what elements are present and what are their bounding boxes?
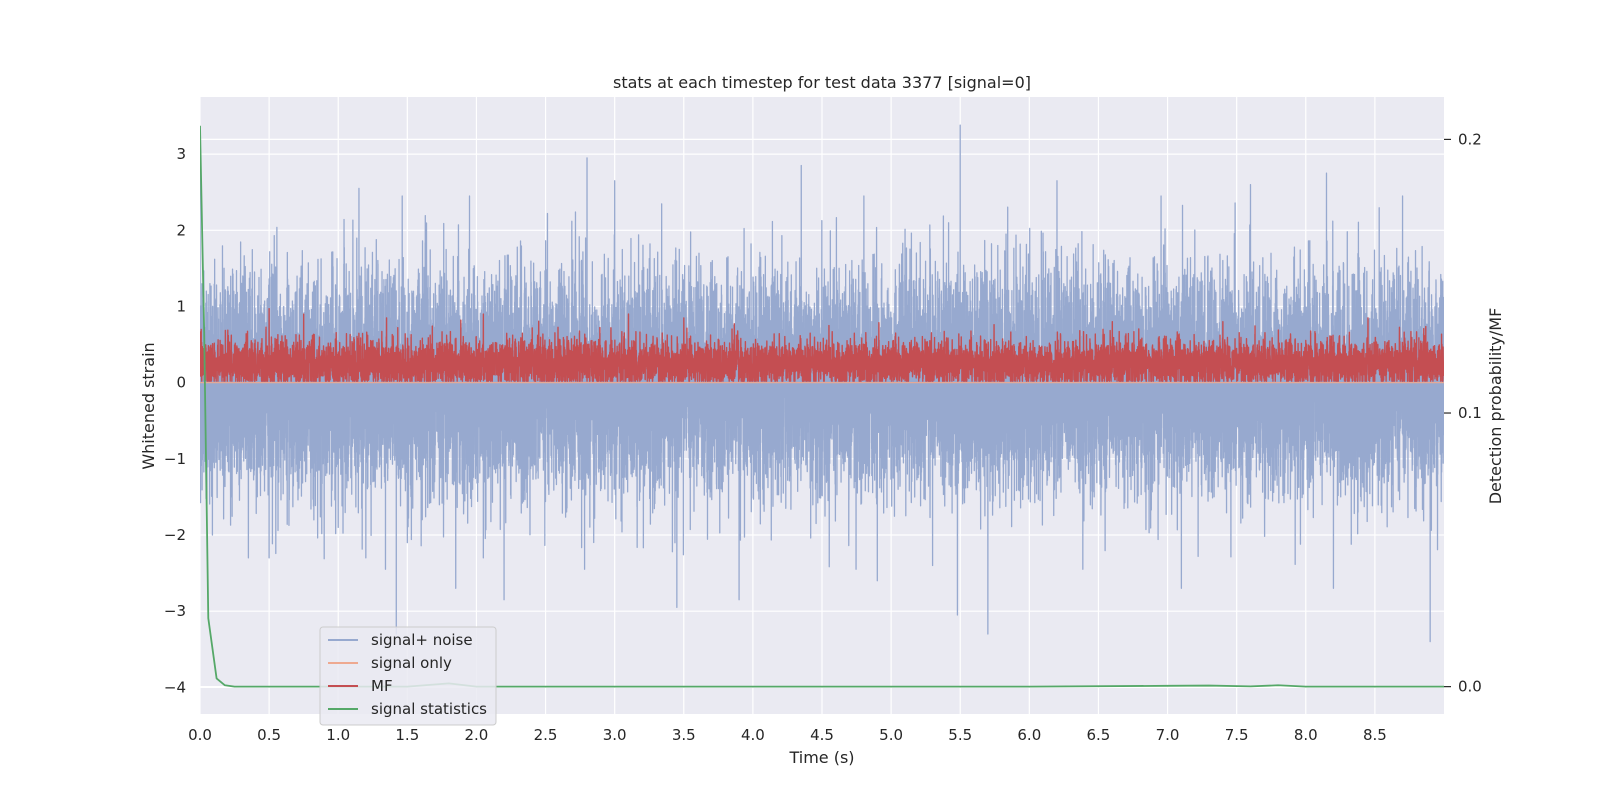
x-tick-label: 0.5 [257, 726, 281, 744]
y-tick-label: 2 [176, 221, 186, 239]
x-tick-label: 3.5 [672, 726, 696, 744]
x-axis-label: Time (s) [788, 748, 854, 767]
x-tick-label: 2.0 [465, 726, 489, 744]
series-mf-line [200, 308, 1444, 382]
x-tick-label: 8.0 [1294, 726, 1318, 744]
x-tick-label: 2.5 [534, 726, 558, 744]
legend-label-signal-only: signal only [371, 654, 452, 672]
series-signal-noise-line [200, 124, 1444, 643]
legend-label-mf: MF [371, 677, 393, 695]
x-tick-label: 3.0 [603, 726, 627, 744]
legend: signal+ noise signal only MF signal stat… [319, 626, 497, 726]
x-tick-label: 4.0 [741, 726, 765, 744]
x-tick-label: 5.5 [948, 726, 972, 744]
legend-label-signal-noise: signal+ noise [371, 631, 473, 649]
y-tick-label: −1 [164, 450, 186, 468]
legend-box [319, 626, 497, 726]
legend-label-signal-statistics: signal statistics [371, 700, 487, 718]
x-tick-label: 8.5 [1363, 726, 1387, 744]
y-tick-label: 0 [176, 374, 186, 392]
y-right-tick-label: 0.0 [1458, 678, 1482, 696]
x-tick-label: 0.0 [188, 726, 212, 744]
x-tick-label: 7.5 [1225, 726, 1249, 744]
y-right-axis-label: Detection probability/MF [1486, 308, 1505, 505]
x-tick-labels: 0.0 0.5 1.0 1.5 2.0 2.5 3.0 3.5 4.0 4.5 5.0 5.5 6.0 6… [188, 726, 1387, 744]
y-axis-label: Whitened strain [139, 342, 158, 469]
chart-title: stats at each timestep for test data 337… [613, 73, 1031, 92]
x-tick-label: 5.0 [879, 726, 903, 744]
x-tick-label: 1.5 [395, 726, 419, 744]
x-tick-label: 6.0 [1017, 726, 1041, 744]
x-tick-label: 7.0 [1156, 726, 1180, 744]
y-tick-label: 3 [176, 145, 186, 163]
y-right-tick-labels: 0.0 0.1 0.2 [1444, 130, 1482, 696]
y-right-tick-label: 0.2 [1458, 130, 1482, 148]
y-right-tick-label: 0.1 [1458, 404, 1482, 422]
y-tick-label: −4 [164, 678, 186, 696]
y-tick-labels: −4 −3 −2 −1 0 1 2 3 [164, 145, 186, 696]
y-tick-label: 1 [176, 297, 186, 315]
x-tick-label: 1.0 [326, 726, 350, 744]
x-tick-label: 4.5 [810, 726, 834, 744]
x-tick-label: 6.5 [1087, 726, 1111, 744]
y-tick-label: −2 [164, 526, 186, 544]
y-tick-label: −3 [164, 602, 186, 620]
